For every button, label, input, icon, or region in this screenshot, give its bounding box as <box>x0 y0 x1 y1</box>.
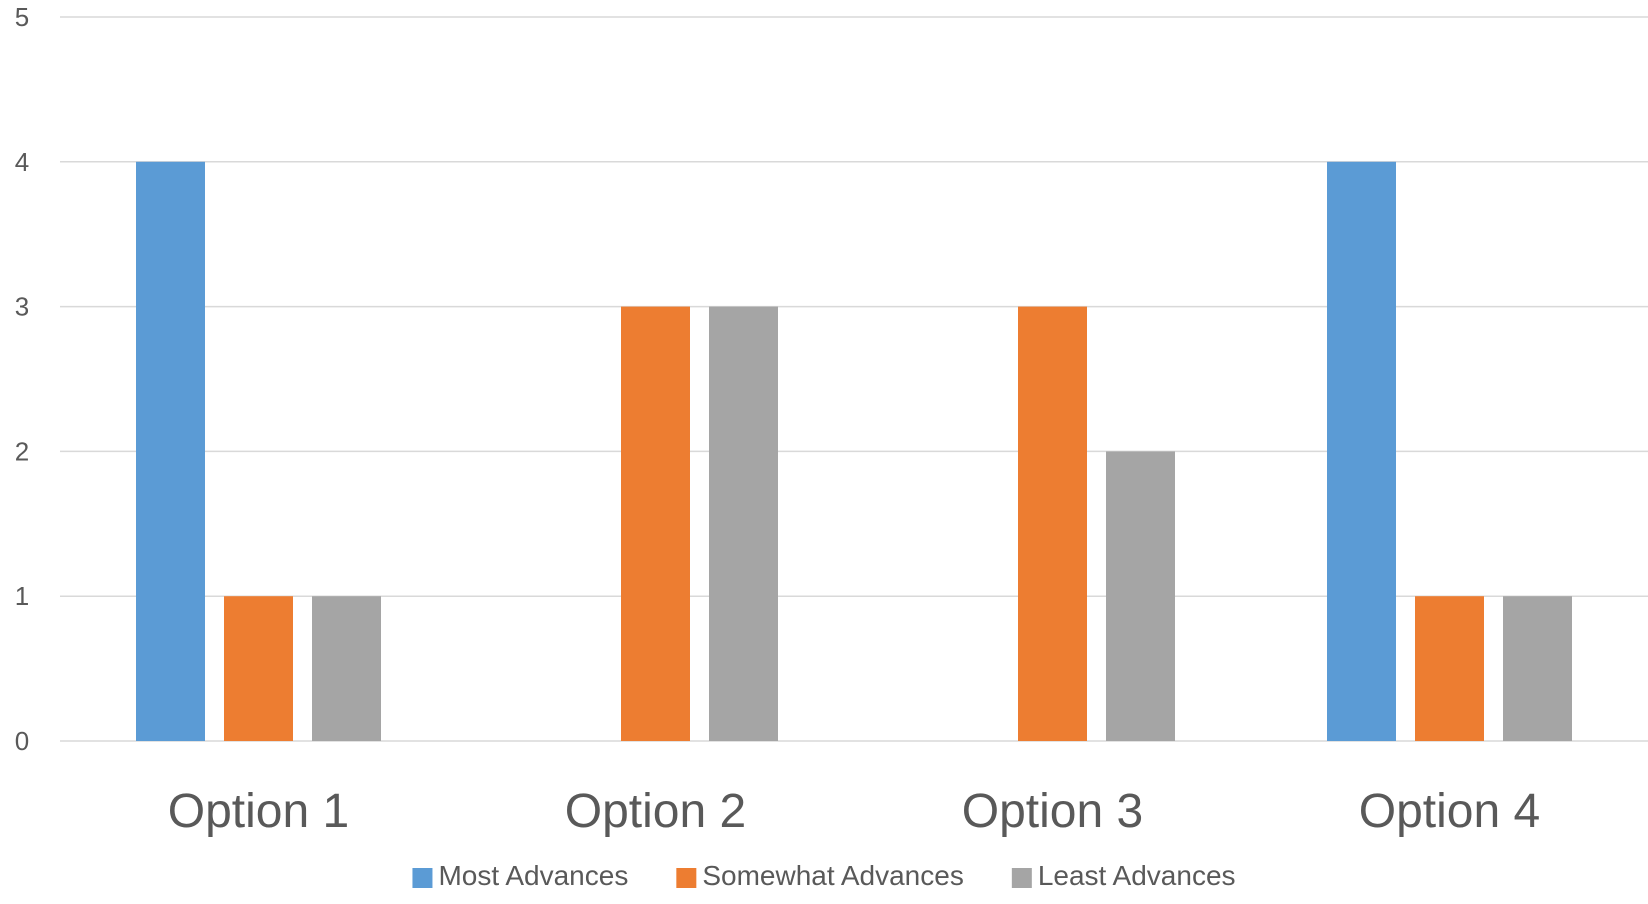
legend-item: Most Advances <box>412 860 628 891</box>
legend-label: Least Advances <box>1038 860 1236 891</box>
legend-item: Somewhat Advances <box>676 860 964 891</box>
x-axis-categories: Option 1 Option 2 Option 3 Option 4 <box>168 785 1540 838</box>
legend-swatch <box>412 868 433 888</box>
legend-label: Most Advances <box>438 860 628 891</box>
category-label: Option 4 <box>1359 785 1540 838</box>
category-label: Option 3 <box>962 785 1143 838</box>
y-axis-ticks: 0 1 2 3 4 5 <box>15 2 29 756</box>
y-tick-label: 4 <box>15 147 29 177</box>
bar-least-advances-4 <box>1503 596 1572 741</box>
legend-item: Least Advances <box>1011 860 1236 891</box>
legend-swatch <box>1011 868 1032 888</box>
y-tick-label: 3 <box>15 292 29 322</box>
category-label: Option 2 <box>565 785 746 838</box>
bar-somewhat-advances-2 <box>621 306 690 741</box>
legend-swatch <box>676 868 697 888</box>
legend: Most Advances Somewhat Advances Least Adva… <box>412 860 1236 891</box>
gridlines <box>60 16 1648 742</box>
bar-somewhat-advances-1 <box>224 596 293 741</box>
bar-somewhat-advances-4 <box>1415 596 1484 741</box>
y-tick-label: 0 <box>15 726 29 756</box>
bar-most-advances-4 <box>1327 161 1396 742</box>
y-tick-label: 1 <box>15 581 29 611</box>
bar-most-advances-1 <box>136 161 205 742</box>
bar-least-advances-2 <box>709 306 778 741</box>
bars <box>136 161 1572 742</box>
bar-somewhat-advances-3 <box>1018 306 1087 741</box>
category-label: Option 1 <box>168 785 349 838</box>
bar-least-advances-3 <box>1106 451 1175 741</box>
bar-least-advances-1 <box>312 596 381 741</box>
y-tick-label: 5 <box>15 2 29 32</box>
y-tick-label: 2 <box>15 436 29 466</box>
legend-label: Somewhat Advances <box>702 860 964 891</box>
